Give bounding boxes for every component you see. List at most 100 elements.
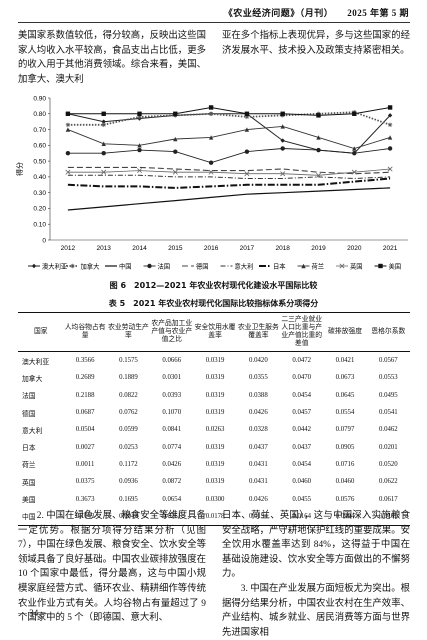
table-cell: 0.0622 — [378, 478, 398, 486]
table-cell: 0.0437 — [292, 443, 312, 451]
table: 国家 人均谷物占有量 农业劳动生产率 农产品加工业产值与农业产值之比 安全饮用水覆盖率农… — [18, 312, 410, 526]
legend-label: 意大利 — [235, 261, 254, 270]
table-cell: 0.0319 — [205, 357, 225, 365]
table-cell: 0.0673 — [335, 374, 355, 382]
table-cell: 0.0520 — [378, 460, 398, 468]
paragraph: 2. 中国在绿色发展、粮食安全等维度具备一定优势。根据分项得分结果分析（见图 7… — [18, 511, 206, 624]
table-cell: 0.0027 — [75, 443, 95, 451]
table-cell: 0.0797 — [335, 426, 355, 434]
marker — [137, 114, 142, 120]
legend-label: 荷兰 — [312, 261, 325, 270]
table-cell: 0.0567 — [378, 357, 398, 365]
table-cell: 0.0301 — [162, 374, 182, 382]
legend-label: 美国 — [389, 261, 402, 270]
marker — [208, 160, 214, 165]
table-cell: 0.0716 — [335, 460, 355, 468]
legend-label: 德国 — [196, 261, 209, 270]
table-cell: 0.0253 — [119, 443, 138, 451]
table-cell: 0.0431 — [249, 460, 268, 468]
marker — [173, 136, 178, 142]
column: 2. 中国在绿色发展、粮食安全等维度具备一定优势。根据分项得分结果分析（见图 7… — [18, 509, 206, 626]
y-tick-label: 0.30 — [33, 190, 46, 197]
marker — [208, 135, 214, 140]
marker — [387, 135, 393, 140]
table-cell: 0.1889 — [119, 374, 138, 382]
table-cell: 0.0319 — [205, 460, 225, 468]
table-cell: 0.0654 — [162, 495, 182, 503]
marker — [101, 151, 106, 156]
legend-label: 日本 — [273, 261, 286, 270]
marker — [352, 111, 357, 116]
column-header: 国家 — [18, 312, 64, 352]
table-cell: 0.0762 — [119, 409, 138, 417]
table-cell: 0.0355 — [249, 374, 268, 382]
table-row: 加拿大 0.2689 0.1889 0.0301 0.0319 0.0355 0.0470 0… — [18, 369, 410, 386]
marker — [280, 146, 285, 151]
table-cell: 0.0822 — [119, 391, 138, 399]
table-cell: 0.0319 — [205, 443, 225, 451]
marker — [65, 127, 71, 132]
table-cell: 0.3566 — [75, 357, 95, 365]
table-cell: 0.0472 — [292, 357, 312, 365]
table-cell: 0.0388 — [249, 391, 268, 399]
legend-marker — [70, 263, 75, 269]
column-header: 农业劳动生产率 — [106, 312, 151, 352]
running-header: 《农业经济问题》（月刊） 2025 年第 5 期 — [210, 6, 409, 19]
table-cell: 美国 — [22, 497, 36, 505]
column-header: 人均谷物占有量 — [63, 312, 107, 352]
marker — [316, 135, 321, 140]
marker — [316, 172, 321, 178]
legend-label: 法国 — [158, 261, 171, 270]
marker — [316, 113, 321, 118]
marker — [387, 122, 393, 128]
marker — [208, 169, 214, 175]
table-cell: 澳大利亚 — [22, 358, 50, 366]
paragraph: 3. 中国在产业发展方面短板尤为突出。根据得分结果分析，中国农业农村在生产效率、… — [222, 583, 410, 638]
table-row: 日本 0.0027 0.0253 0.0774 0.0319 0.0437 0.0437 0.… — [18, 438, 410, 455]
legend-marker — [378, 263, 383, 269]
column: 亚在多个指标上表现优异，多与这些国家的经济发展水平、技术投入及政策支持紧密相关。 — [222, 29, 410, 58]
marker — [208, 105, 214, 110]
marker — [172, 169, 178, 175]
marker — [316, 147, 321, 153]
x-tick-label: 2021 — [383, 245, 398, 252]
table-cell: 0.0936 — [119, 478, 138, 486]
table-cell: 0.0841 — [162, 426, 182, 434]
marker — [387, 166, 393, 172]
table-cell: 0.0666 — [162, 357, 182, 365]
marker — [137, 147, 142, 153]
table-cell: 0.0470 — [292, 374, 312, 382]
table-row: 澳大利亚 0.3566 0.1575 0.0666 0.0319 0.0420 0.0472… — [18, 352, 410, 370]
marker — [244, 114, 250, 120]
y-axis-label: 得分 — [15, 162, 24, 176]
table-cell: 0.0194 — [236, 507, 281, 526]
table-cell: 0.0455 — [292, 495, 312, 503]
column: 日本、荷兰、英国），这与中国深入实施粮食安全战略，严守耕地保护红线的重要成果。安… — [222, 509, 410, 640]
column-header: 安全饮用水覆盖率 — [193, 312, 237, 352]
y-tick-label: 0.20 — [33, 206, 46, 213]
table-cell: 英国 — [22, 479, 36, 487]
table-cell: 0.0554 — [335, 409, 355, 417]
table-cell: 0.0437 — [249, 443, 268, 451]
marker — [244, 127, 250, 132]
table-row: 美国 0.3673 0.1695 0.0654 0.0300 0.0426 0.0455 0.… — [18, 490, 410, 507]
marker — [101, 111, 106, 116]
marker — [244, 111, 250, 116]
table-cell: 0.0904 — [323, 507, 367, 526]
issue: 2025 年第 5 期 — [347, 8, 409, 18]
table-cell: 0.0165 — [366, 507, 410, 526]
table-cell: 中国 — [18, 507, 64, 526]
y-tick-label: 0.60 — [33, 143, 46, 150]
table-cell: 0.0263 — [205, 426, 225, 434]
table-cell: 0.1172 — [119, 460, 138, 468]
table-caption: 表 5 2021 年农业农村现代化国际比较指标体系分项得分 — [108, 299, 319, 308]
column-header: 农业卫生服务覆盖率 — [236, 312, 281, 352]
x-tick-label: 2014 — [132, 245, 147, 252]
header-rule — [18, 22, 410, 23]
journal-name: 《农业经济问题》（月刊） — [223, 8, 334, 18]
table-cell: 0.0426 — [249, 495, 268, 503]
table-cell: 0.0319 — [205, 409, 225, 417]
marker — [101, 169, 107, 175]
column-header: 农产品加工业产值与农业产值之比 — [150, 312, 194, 352]
table-cell: 0.0454 — [292, 460, 312, 468]
